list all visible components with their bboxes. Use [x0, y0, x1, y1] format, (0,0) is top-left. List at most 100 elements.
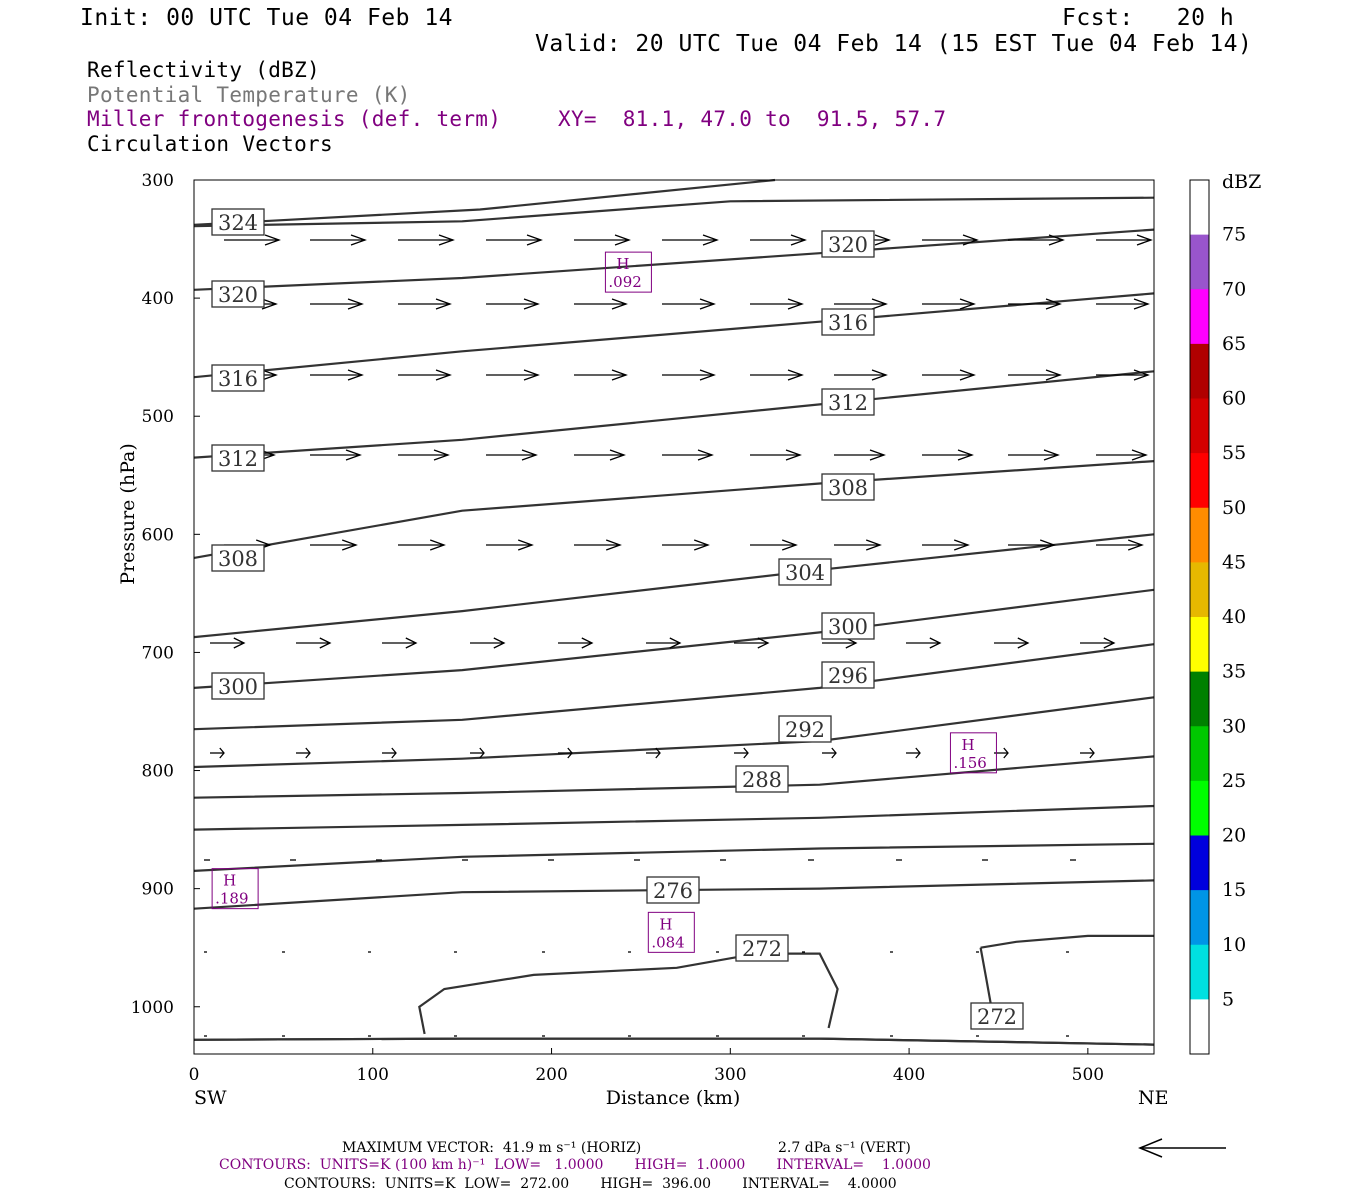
colorbar-tick-label: 50: [1222, 497, 1246, 519]
colorbar-swatch: [1190, 999, 1209, 1055]
y-tick-label: 500: [142, 407, 174, 427]
forecast-hour: Fcst: 20 h: [1062, 5, 1235, 31]
colorbar-unit: dBZ: [1222, 171, 1261, 193]
theta-contour-272-closed: [418, 952, 839, 1035]
theta-contour: [193, 1037, 1155, 1046]
circulation-vector: [574, 369, 628, 381]
circulation-vector: [1080, 637, 1116, 649]
circulation-vector: [224, 234, 281, 246]
circulation-vector: [834, 449, 886, 461]
circulation-vector: [662, 234, 719, 246]
circulation-vector: [734, 637, 770, 649]
cross-section-endpoints: XY= 81.1, 47.0 to 91.5, 57.7: [558, 107, 947, 131]
svg-text:.084: .084: [651, 933, 684, 951]
x-tick-label: 200: [535, 1065, 567, 1085]
colorbar-frame: [1189, 179, 1210, 1055]
svg-text:304: 304: [785, 561, 825, 585]
theta-contour: [193, 755, 1155, 799]
theta-contour: [193, 178, 776, 226]
colorbar-swatch: [1190, 890, 1209, 946]
y-tick-label: 300: [142, 171, 174, 191]
valid-time: Valid: 20 UTC Tue 04 Feb 14 (15 EST Tue …: [535, 31, 1253, 57]
ne-label: NE: [1138, 1087, 1169, 1109]
circulation-vector: [1008, 539, 1056, 551]
svg-text:288: 288: [742, 768, 782, 792]
contour-label-320: 320: [821, 230, 875, 258]
colorbar-tick-label: 70: [1222, 278, 1246, 300]
circulation-vector: [310, 369, 364, 381]
circulation-vector: [834, 539, 882, 551]
x-tick-label: 100: [357, 1065, 389, 1085]
y-tick-label: 400: [142, 289, 174, 309]
circulation-vector: [1008, 298, 1062, 310]
circulation-vector: [646, 747, 661, 759]
max-vector-horiz: MAXIMUM VECTOR: 41.9 m s⁻¹ (HORIZ): [342, 1140, 642, 1156]
colorbar-tick-label: 75: [1222, 224, 1246, 246]
circulation-vector: [310, 539, 358, 551]
contour-label-320: 320: [211, 280, 265, 308]
x-tick-label: 0: [189, 1065, 200, 1085]
circulation-vector: [922, 234, 979, 246]
circulation-vector: [822, 747, 837, 759]
circulation-vector: [662, 539, 710, 551]
theta-contour: [193, 533, 1155, 639]
svg-text:300: 300: [828, 615, 868, 639]
colorbar-swatch: [1190, 726, 1209, 782]
theta-contour: [193, 804, 1155, 831]
circulation-vector: [398, 298, 452, 310]
field-circulation: Circulation Vectors: [87, 132, 333, 156]
theta-contour-272-right-top: [980, 934, 1154, 949]
circulation-vector: [310, 449, 362, 461]
circulation-vector: [750, 234, 807, 246]
contour-labels: 324 320 316 312 308 300 320 316 312 308 304 300 296 2…: [211, 208, 1024, 1030]
colorbar-swatch: [1190, 289, 1209, 345]
colorbar-tick-label: 35: [1222, 661, 1246, 683]
contour-label-324: 324: [211, 208, 265, 236]
theta-contour: [193, 196, 1155, 228]
x-tick-label: 300: [714, 1065, 746, 1085]
contours-frontogenesis: CONTOURS: UNITS=K (100 km h)⁻¹ LOW= 1.00…: [219, 1157, 931, 1173]
plot-frame: [193, 179, 1155, 1055]
theta-contour: [193, 460, 1155, 559]
contour-label-272: 272: [735, 934, 789, 962]
y-tick-label: 700: [142, 643, 174, 663]
svg-text:.156: .156: [953, 754, 986, 772]
svg-text:.189: .189: [215, 890, 248, 908]
contour-label-308: 308: [211, 544, 265, 572]
theta-contour: [193, 370, 1155, 459]
theta-contour: [193, 879, 1155, 910]
circulation-vector: [1096, 369, 1150, 381]
colorbar-tick-label: 5: [1222, 988, 1234, 1010]
max-vector-vert: 2.7 dPa s⁻¹ (VERT): [778, 1140, 911, 1156]
colorbar-tick-label: 45: [1222, 551, 1246, 573]
axes: 0 100 200 300 400 500 300 400 500 600 700 800 900 100…: [131, 171, 1104, 1085]
y-tick-label: 1000: [131, 998, 174, 1018]
circulation-vectors: [204, 234, 1153, 1037]
circulation-vector: [558, 637, 594, 649]
colorbar-swatch: [1190, 234, 1209, 290]
sw-label: SW: [194, 1087, 227, 1109]
circulation-vector: [470, 747, 485, 759]
circulation-vector: [1096, 234, 1153, 246]
circulation-vector: [574, 298, 628, 310]
frontogenesis-max-marker: H.084: [647, 911, 695, 953]
y-tick-label: 600: [142, 525, 174, 545]
svg-text:312: 312: [218, 447, 258, 471]
colorbar-swatch: [1190, 780, 1209, 836]
contour-label-288: 288: [735, 765, 789, 793]
contour-label-296: 296: [821, 661, 875, 689]
theta-contour: [193, 643, 1155, 731]
field-frontogenesis: Miller frontogenesis (def. term): [87, 107, 502, 131]
circulation-vector: [734, 747, 749, 759]
svg-text:H: H: [616, 255, 629, 273]
circulation-vector: [574, 234, 631, 246]
svg-text:300: 300: [218, 675, 258, 699]
circulation-vector: [310, 298, 364, 310]
circulation-vector: [662, 449, 714, 461]
field-theta: Potential Temperature (K): [87, 83, 411, 107]
circulation-vector: [662, 369, 716, 381]
circulation-vector: [922, 369, 976, 381]
y-tick-label: 900: [142, 880, 174, 900]
svg-text:308: 308: [218, 547, 258, 571]
y-tick-label: 800: [142, 762, 174, 782]
